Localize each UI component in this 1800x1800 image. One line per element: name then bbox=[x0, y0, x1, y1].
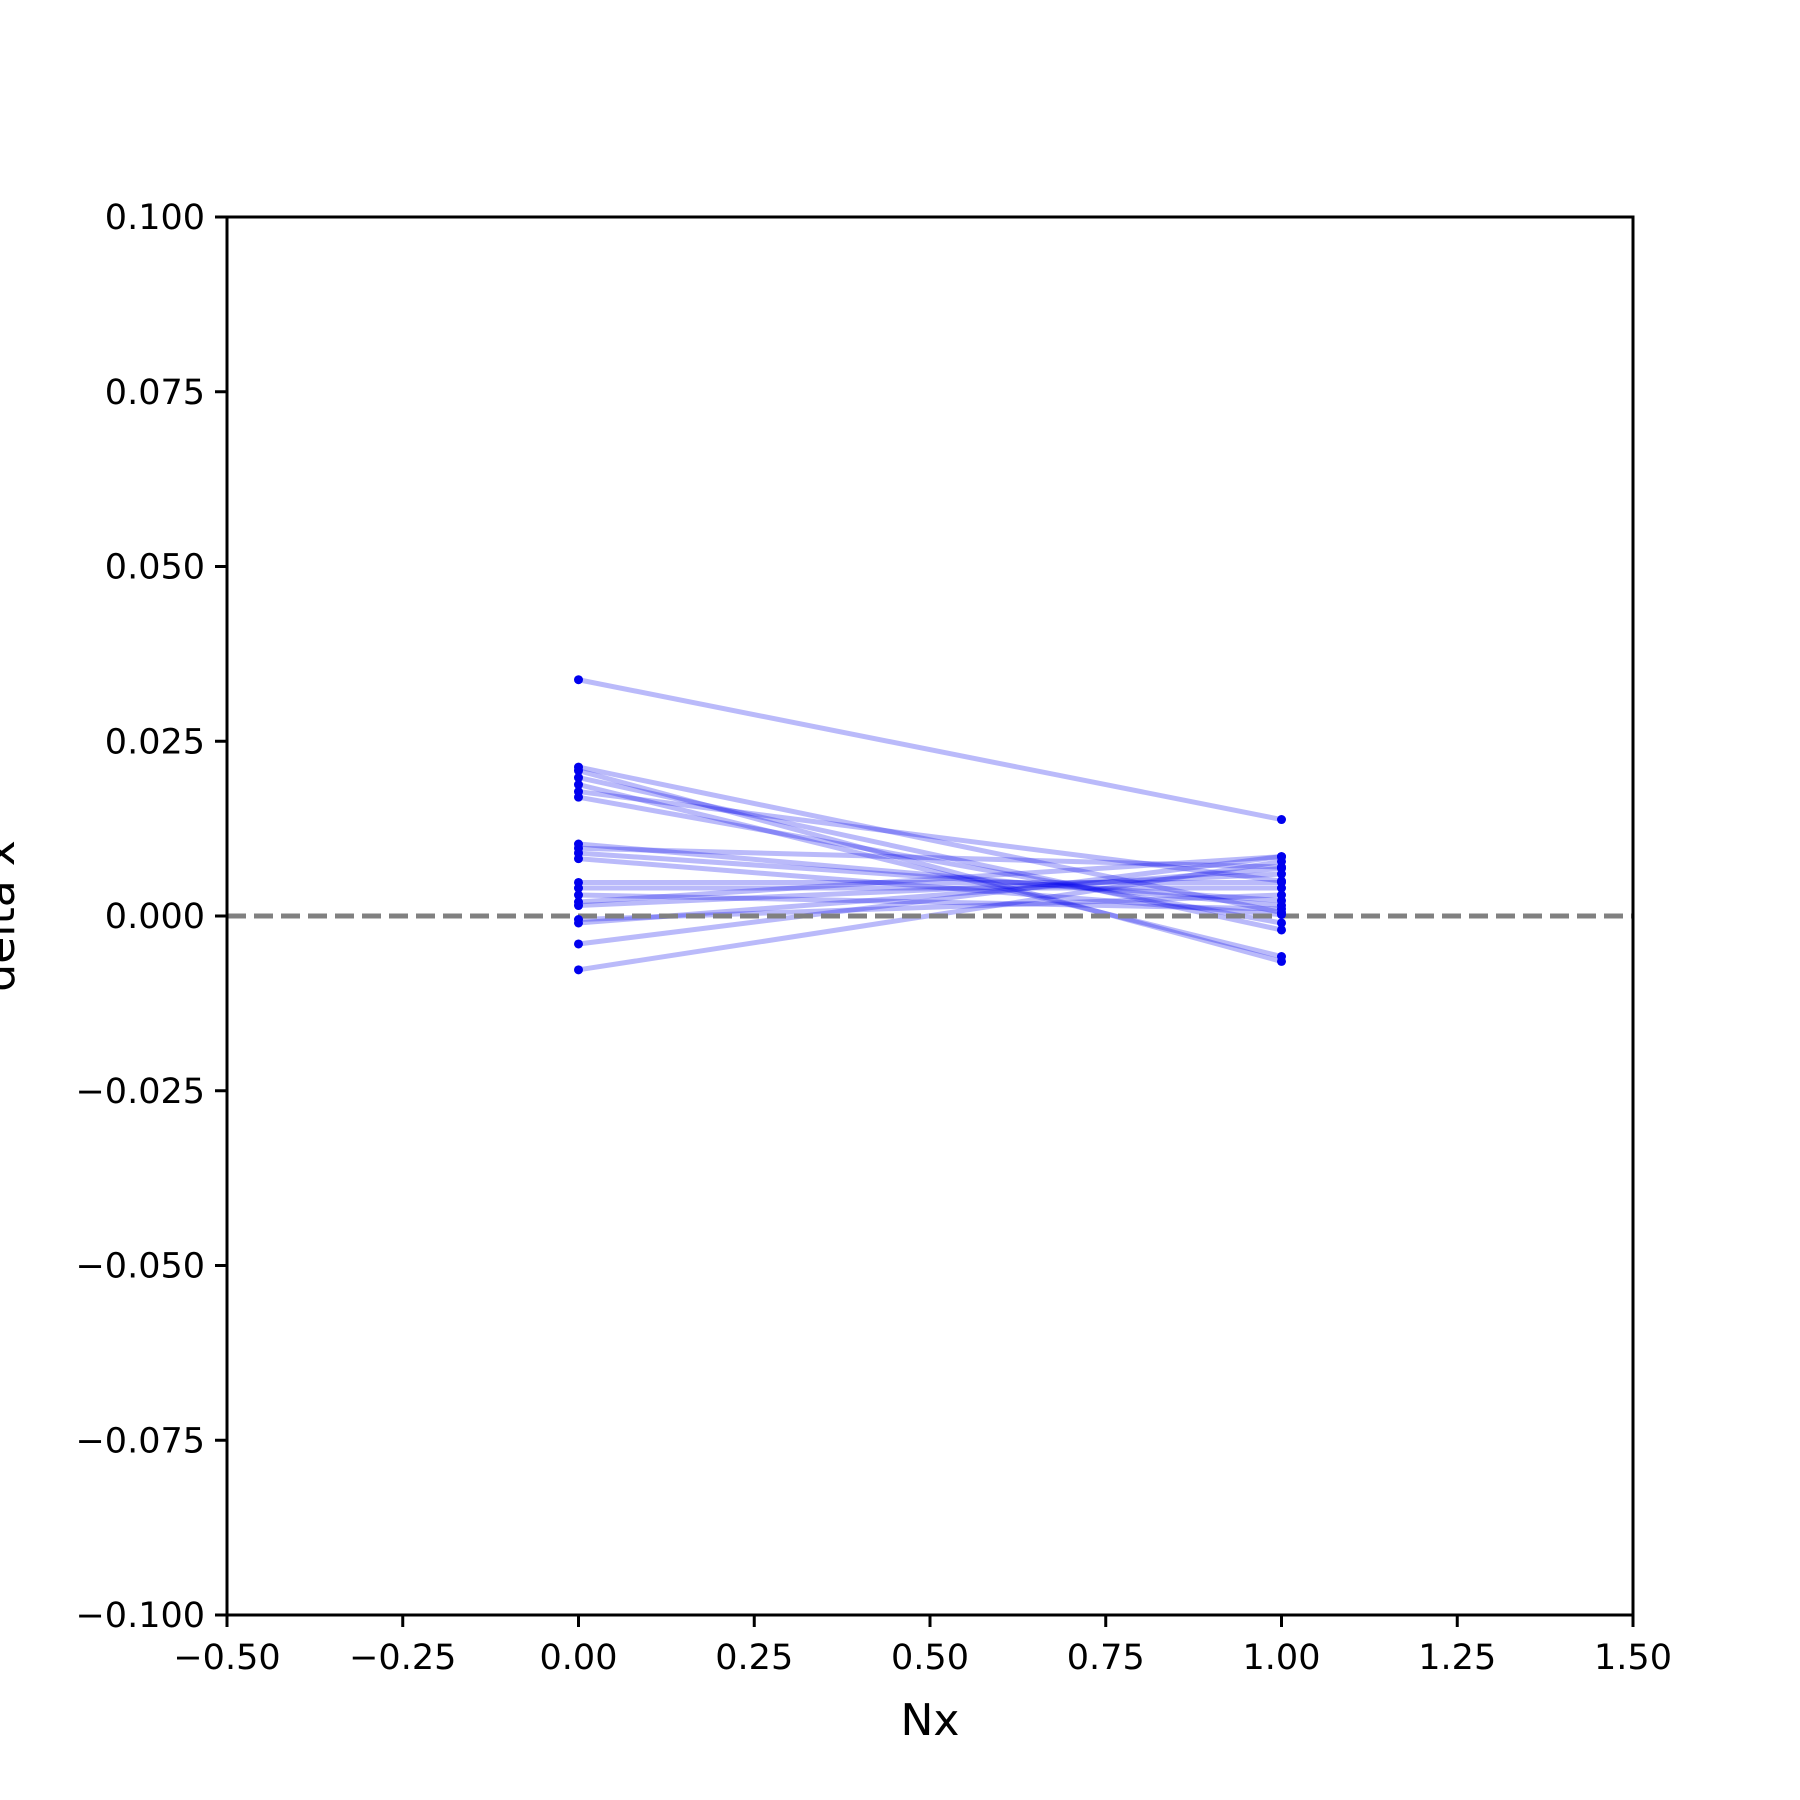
data-point-4-start bbox=[574, 914, 583, 924]
y-axis-label: delta x bbox=[0, 840, 25, 991]
data-point-0-end bbox=[1277, 815, 1286, 825]
series-line-5 bbox=[578, 871, 1282, 909]
data-point-13-start bbox=[574, 839, 583, 849]
data-point-13-end bbox=[1277, 901, 1286, 911]
data-point-0-start bbox=[574, 675, 583, 685]
series-line-14 bbox=[578, 794, 1282, 926]
x-tick-label: −0.25 bbox=[349, 1638, 456, 1678]
data-point-18-end bbox=[1277, 956, 1286, 966]
y-tick-label: 0.025 bbox=[105, 722, 205, 762]
y-axis: 0.100 0.075 0.050 0.025 0.000 −0.025 −0.050 −0.… bbox=[75, 198, 227, 1636]
y-tick-label: 0.000 bbox=[105, 897, 205, 937]
y-tick-label: 0.100 bbox=[105, 198, 205, 238]
series-line-10 bbox=[578, 856, 1282, 918]
y-tick-label: −0.100 bbox=[75, 1596, 205, 1636]
series-line-12 bbox=[578, 845, 1282, 870]
data-point-17-start bbox=[574, 773, 583, 783]
data-point-6-start bbox=[574, 897, 583, 907]
data-point-2-start bbox=[574, 939, 583, 949]
x-tick-label: 1.25 bbox=[1418, 1638, 1496, 1678]
series-line-2 bbox=[578, 854, 1282, 947]
x-tick-label: 0.25 bbox=[715, 1638, 793, 1678]
x-tick-label: 1.00 bbox=[1243, 1638, 1321, 1678]
data-point-16-start bbox=[574, 780, 583, 790]
data-point-14-end bbox=[1277, 918, 1286, 928]
data-point-9-start bbox=[574, 877, 583, 887]
x-axis-label: Nx bbox=[901, 1695, 960, 1746]
series-line-19 bbox=[577, 764, 1283, 915]
x-tick-label: −0.50 bbox=[173, 1638, 280, 1678]
series-line-7 bbox=[578, 892, 1282, 912]
data-point-12-end bbox=[1277, 862, 1286, 872]
series-line-13 bbox=[578, 841, 1282, 909]
series-line-17 bbox=[577, 775, 1283, 933]
data-point-6-end bbox=[1277, 852, 1286, 862]
y-tick-label: −0.050 bbox=[75, 1247, 205, 1287]
data-point-19-start bbox=[574, 762, 583, 772]
x-axis: −0.50 −0.25 0.00 0.25 0.50 0.75 1.00 1.25 1.50 bbox=[173, 1615, 1672, 1678]
series-line-15 bbox=[578, 789, 1282, 884]
y-tick-label: −0.075 bbox=[75, 1421, 205, 1461]
points-layer bbox=[574, 675, 1286, 975]
series-line-18 bbox=[577, 768, 1283, 964]
data-point-7-start bbox=[574, 890, 583, 900]
series-line-16 bbox=[577, 782, 1283, 959]
x-tick-label: 0.50 bbox=[891, 1638, 969, 1678]
y-tick-label: 0.050 bbox=[105, 548, 205, 588]
data-point-15-start bbox=[574, 787, 583, 797]
data-point-1-start bbox=[574, 965, 583, 975]
series-line-11 bbox=[578, 850, 1282, 904]
x-tick-label: 0.00 bbox=[540, 1638, 618, 1678]
data-point-19-end bbox=[1277, 908, 1286, 918]
data-point-17-end bbox=[1277, 925, 1286, 935]
data-point-15-end bbox=[1277, 876, 1286, 886]
x-tick-label: 1.50 bbox=[1594, 1638, 1672, 1678]
series-line-0 bbox=[578, 677, 1282, 822]
data-point-5-end bbox=[1277, 869, 1286, 879]
x-tick-label: 0.75 bbox=[1067, 1638, 1145, 1678]
series-layer bbox=[577, 677, 1283, 973]
y-tick-label: −0.025 bbox=[75, 1072, 205, 1112]
y-tick-label: 0.075 bbox=[105, 373, 205, 413]
series-line-6 bbox=[578, 854, 1282, 905]
